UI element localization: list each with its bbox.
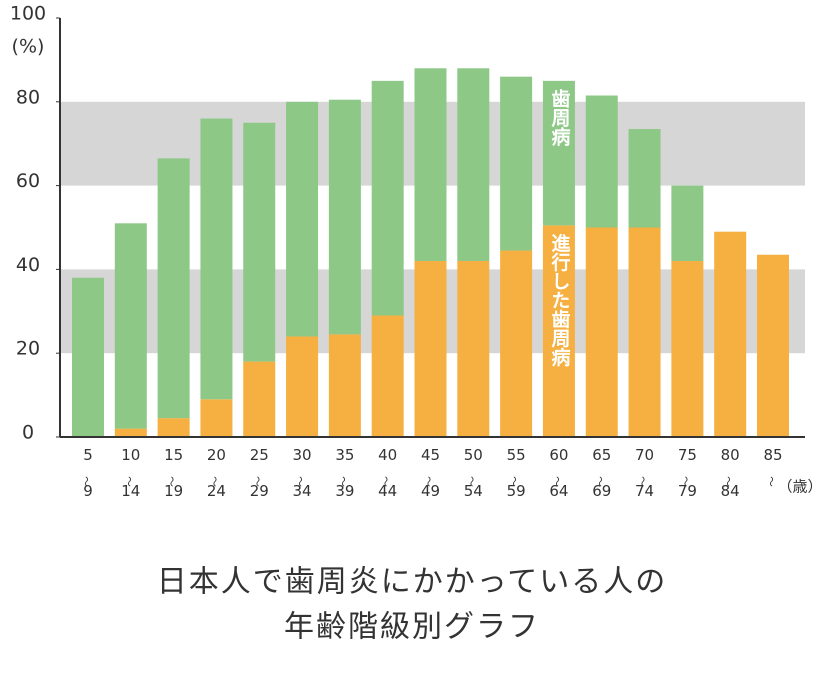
y-axis-unit: (%) <box>12 36 45 58</box>
x-tick-label: 50 〜54 <box>464 446 483 500</box>
chart-title: 日本人で歯周炎にかかっている人の <box>157 565 668 600</box>
x-tick-label: 65 〜69 <box>592 446 611 500</box>
y-tick-label: 20 <box>16 338 40 360</box>
x-tick-label: 25 〜29 <box>250 446 269 500</box>
x-axis-unit: （歳） <box>777 478 822 496</box>
y-tick-label: 60 <box>16 170 40 192</box>
x-tick-label: 30 〜34 <box>293 446 312 500</box>
x-tick-label: 85 〜 <box>763 446 782 488</box>
bar-segment <box>243 122 276 362</box>
series-label: 歯周病 <box>548 88 570 146</box>
chart-title: 年齢階級別グラフ <box>284 610 540 645</box>
x-tick-label: 70 〜74 <box>635 446 654 500</box>
x-tick-label: 20 〜24 <box>207 446 226 500</box>
bar-segment <box>542 225 575 437</box>
bar-segment <box>243 361 276 437</box>
bar-segment <box>157 418 190 437</box>
y-tick-label: 0 <box>22 422 34 444</box>
bar-segment <box>542 80 575 226</box>
bar-segment <box>457 261 490 437</box>
bar-segment <box>114 223 147 429</box>
bar-segment <box>585 95 618 228</box>
bar-segment <box>671 185 704 262</box>
x-tick-label: 5 〜9 <box>80 446 93 500</box>
bar-segment <box>671 261 704 437</box>
x-tick-label: 15 〜19 <box>164 446 183 500</box>
x-tick-label: 40 〜44 <box>378 446 397 500</box>
y-tick-label: 80 <box>16 86 40 108</box>
bar-segment <box>457 68 490 262</box>
bar-segment <box>286 336 319 437</box>
bar-segment <box>328 334 361 437</box>
bar-segment <box>72 277 104 437</box>
bar-segment <box>371 80 404 316</box>
bar-segment <box>414 68 447 262</box>
bar-segment <box>628 129 661 228</box>
bar-segment <box>585 227 618 437</box>
bar-segment <box>157 158 190 419</box>
bar-segment <box>328 99 361 335</box>
bar-segment <box>500 250 533 437</box>
bar-segment <box>200 118 233 400</box>
bar-segment <box>757 254 789 437</box>
bar-segment <box>200 399 233 437</box>
bar-segment <box>628 227 661 437</box>
bar-segment <box>286 101 319 337</box>
bar-segment <box>414 261 447 437</box>
x-tick-label: 80 〜84 <box>721 446 740 500</box>
y-tick-label: 100 <box>10 3 46 25</box>
bar-segment <box>500 76 533 251</box>
x-tick-label: 45 〜49 <box>421 446 440 500</box>
x-tick-label: 35 〜39 <box>335 446 354 500</box>
y-tick-label: 40 <box>16 254 40 276</box>
x-tick-label: 10 〜14 <box>121 446 140 500</box>
x-tick-label: 75 〜79 <box>678 446 697 500</box>
x-tick-label: 60 〜64 <box>549 446 568 500</box>
bar-segment <box>371 315 404 437</box>
x-tick-label: 55 〜59 <box>507 446 526 500</box>
bar-segment <box>714 231 747 437</box>
bar-segment <box>114 428 147 437</box>
series-label: 進行した歯周病 <box>548 233 571 366</box>
